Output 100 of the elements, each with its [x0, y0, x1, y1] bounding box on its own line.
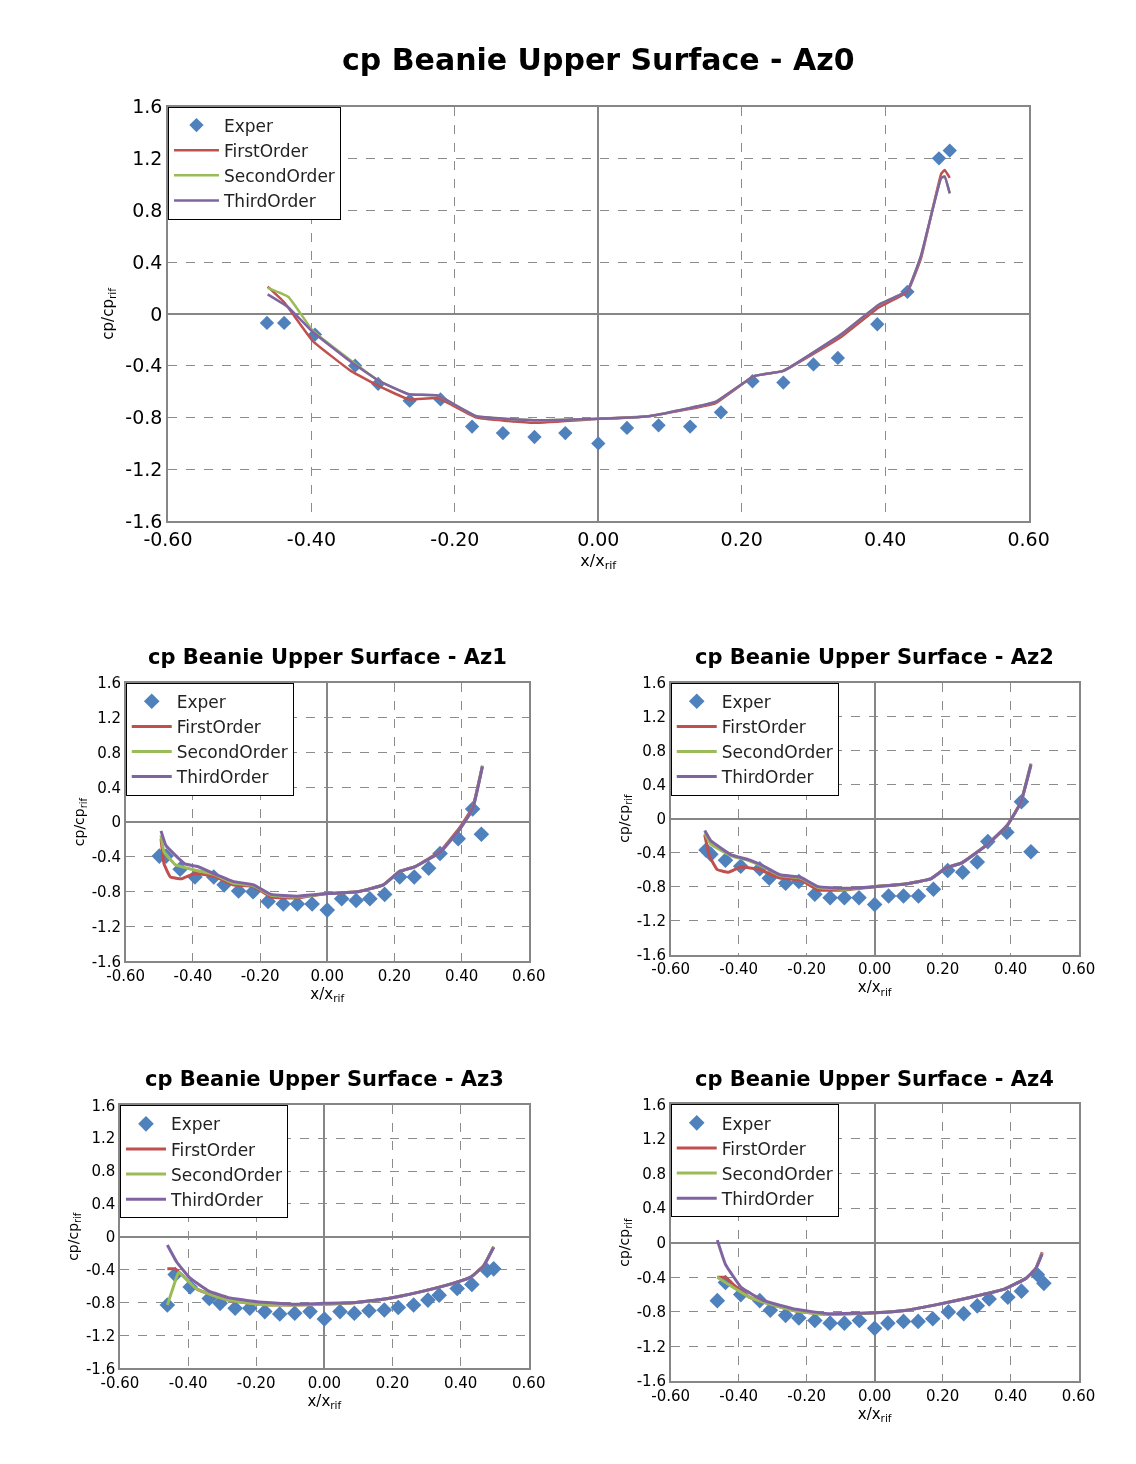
- y-tick-label: 0.4: [97, 778, 121, 797]
- chart-title: cp Beanie Upper Surface - Az0: [342, 42, 855, 77]
- y-tick-label: 0: [150, 302, 163, 325]
- legend-label: FirstOrder: [721, 1138, 806, 1159]
- legend-label: Exper: [223, 115, 274, 136]
- x-tick-label: -0.60: [106, 967, 146, 986]
- y-tick-label: -0.4: [636, 1268, 666, 1287]
- y-tick-label: 0.8: [97, 743, 121, 762]
- x-tick-label: 0.00: [857, 1386, 892, 1405]
- y-tick-label: -1.2: [636, 1337, 666, 1356]
- legend-label: SecondOrder: [176, 742, 288, 763]
- y-tick-label: -1.2: [125, 458, 163, 481]
- x-tick-label: -0.20: [430, 527, 480, 550]
- x-tick-label: -0.40: [719, 1386, 759, 1405]
- y-tick-label: 1.2: [642, 707, 666, 726]
- chart-title: cp Beanie Upper Surface - Az3: [145, 1067, 504, 1091]
- y-tick-label: 0: [105, 1228, 116, 1247]
- y-tick-label: -0.4: [125, 354, 163, 377]
- y-tick-label: -0.4: [91, 848, 121, 867]
- x-tick-label: 0.20: [925, 960, 960, 979]
- y-tick-label: 0: [656, 809, 666, 828]
- x-tick-label: 0.20: [377, 967, 412, 986]
- y-tick-label: -0.8: [636, 1303, 666, 1322]
- x-tick-label: -0.20: [787, 1386, 827, 1405]
- chart-title: cp Beanie Upper Surface - Az4: [695, 1067, 1054, 1091]
- legend-label: Exper: [721, 1113, 771, 1134]
- y-tick-label: -0.4: [85, 1260, 116, 1279]
- x-axis-title: x/x$_{rif}$: [310, 985, 345, 1005]
- y-tick-label: 1.6: [132, 95, 163, 118]
- y-tick-label: 0: [656, 1233, 666, 1252]
- legend-label: SecondOrder: [721, 1163, 833, 1184]
- x-tick-label: 0.40: [444, 967, 479, 986]
- legend-label: ThirdOrder: [720, 767, 814, 788]
- y-tick-label: 1.6: [642, 674, 666, 692]
- legend-label: ThirdOrder: [175, 767, 269, 788]
- chart-title: cp Beanie Upper Surface - Az2: [695, 645, 1054, 669]
- x-axis-title: x/x$_{rif}$: [857, 1404, 892, 1424]
- y-tick-label: 1.2: [642, 1130, 666, 1149]
- x-axis-title: x/x$_{rif}$: [857, 978, 892, 998]
- y-tick-label: 1.6: [97, 674, 121, 692]
- x-tick-label: 0.60: [1061, 1386, 1096, 1405]
- y-tick-label: 0.4: [642, 775, 666, 794]
- y-tick-label: 0.4: [642, 1199, 666, 1218]
- y-tick-label: 1.2: [132, 147, 163, 170]
- y-tick-label: 0.4: [132, 250, 163, 273]
- x-tick-label: -0.40: [286, 527, 336, 550]
- x-tick-label: 0.00: [857, 960, 892, 979]
- x-tick-label: 0.40: [993, 1386, 1028, 1405]
- legend-label: SecondOrder: [721, 742, 833, 763]
- x-tick-label: 0.40: [993, 960, 1028, 979]
- legend-label: SecondOrder: [223, 165, 335, 186]
- legend-label: FirstOrder: [176, 717, 261, 738]
- y-tick-label: 0.8: [642, 741, 666, 760]
- x-tick-label: -0.60: [651, 960, 691, 979]
- y-tick-label: 0.8: [132, 198, 163, 221]
- x-tick-label: 0.20: [375, 1374, 410, 1393]
- y-tick-label: -0.8: [85, 1293, 116, 1312]
- x-tick-label: 0.20: [925, 1386, 960, 1405]
- legend-label: SecondOrder: [170, 1164, 282, 1185]
- x-tick-label: 0.20: [720, 527, 763, 550]
- y-tick-label: 0.8: [642, 1164, 666, 1183]
- y-tick-label: 1.2: [97, 708, 121, 727]
- y-tick-label: -1.2: [91, 917, 121, 936]
- x-tick-label: -0.40: [719, 960, 759, 979]
- x-tick-label: 0.00: [310, 967, 344, 986]
- x-axis-title: x/x$_{rif}$: [307, 1392, 342, 1412]
- legend-label: FirstOrder: [170, 1139, 256, 1160]
- chart-title: cp Beanie Upper Surface - Az1: [148, 645, 507, 669]
- y-tick-label: -0.8: [125, 406, 163, 429]
- y-tick-label: 1.2: [91, 1129, 116, 1148]
- x-tick-label: 0.40: [443, 1374, 478, 1393]
- x-tick-label: 0.60: [1061, 960, 1096, 979]
- y-tick-label: 0.4: [91, 1195, 116, 1214]
- legend-label: FirstOrder: [223, 140, 309, 161]
- y-tick-label: -1.2: [636, 911, 666, 930]
- legend-label: Exper: [721, 691, 771, 712]
- x-tick-label: 0.60: [1007, 527, 1050, 550]
- x-tick-label: -0.20: [236, 1374, 276, 1393]
- y-tick-label: -0.4: [636, 843, 666, 862]
- legend-label: ThirdOrder: [169, 1189, 263, 1210]
- x-tick-label: -0.60: [100, 1374, 140, 1393]
- x-tick-label: 0.40: [864, 527, 907, 550]
- x-tick-label: -0.20: [240, 967, 280, 986]
- x-tick-label: 0.00: [307, 1374, 342, 1393]
- legend-label: Exper: [176, 691, 226, 712]
- legend-label: FirstOrder: [721, 717, 806, 738]
- x-axis-title: x/x$_{rif}$: [580, 550, 618, 573]
- y-tick-label: -1.2: [85, 1326, 116, 1345]
- x-tick-label: 0.60: [512, 967, 546, 986]
- x-tick-label: -0.40: [173, 967, 213, 986]
- legend-label: ThirdOrder: [222, 191, 316, 212]
- y-tick-label: 1.6: [91, 1096, 116, 1115]
- y-tick-label: -0.8: [636, 877, 666, 896]
- x-tick-label: -0.60: [651, 1386, 691, 1405]
- y-tick-label: 0: [111, 813, 121, 832]
- y-tick-label: -0.8: [91, 883, 121, 902]
- legend-label: ThirdOrder: [720, 1188, 814, 1209]
- x-tick-label: -0.20: [787, 960, 827, 979]
- y-tick-label: 0.8: [91, 1162, 116, 1181]
- x-tick-label: -0.40: [168, 1374, 208, 1393]
